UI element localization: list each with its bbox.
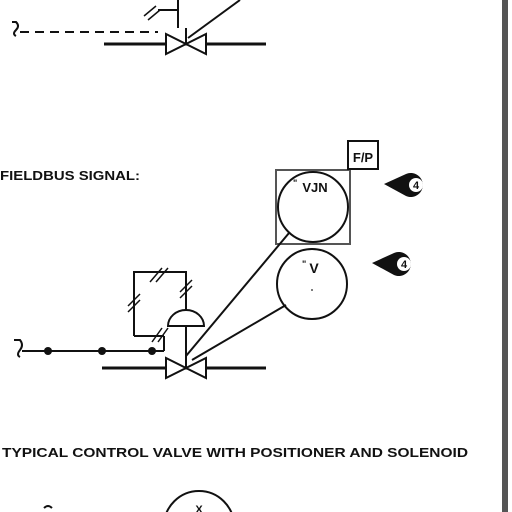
solenoid-instrument: V " [276, 248, 348, 320]
solenoid-note-callout: 4 [372, 252, 411, 276]
lower-signal-squiggle [43, 505, 53, 509]
upper-tick-b [147, 9, 161, 21]
upper-tick-a [143, 5, 157, 17]
positioner-instrument: VJN " [275, 169, 351, 245]
positioner-to-valve-link [185, 232, 290, 357]
upper-valve-body-2 [183, 32, 207, 56]
pneumatic-tick-left-b [127, 299, 141, 313]
positioner-bubble [277, 171, 349, 243]
solenoid-bubble [276, 248, 348, 320]
positioner-tag-quote: " [293, 178, 297, 188]
solenoid-tag-quote: " [302, 259, 306, 269]
lower-partial-assembly: X [43, 490, 233, 512]
valve-body-right [183, 356, 207, 380]
signal-node-3 [148, 347, 156, 355]
positioner-note-number: 4 [413, 180, 420, 192]
valve-assembly [14, 267, 266, 380]
solenoid-tag: V [309, 260, 319, 276]
diaphragm-actuator [166, 309, 206, 327]
fp-converter: F/P [347, 140, 379, 170]
right-frame-border [502, 0, 508, 512]
positioner-note-callout: 4 [384, 172, 423, 197]
pneumatic-tick-top-b [155, 267, 169, 283]
signal-node-1 [44, 347, 52, 355]
valve-body-left [165, 356, 189, 380]
signal-node-2 [98, 347, 106, 355]
upper-diagonal-link [187, 0, 241, 39]
positioner-note-ring [409, 178, 423, 192]
solenoid-note-number: 4 [401, 259, 408, 271]
upper-valve-body [165, 32, 189, 56]
lower-instrument-tag: X [195, 504, 203, 512]
pneumatic-tick-bottom-a [151, 327, 163, 343]
solenoid-to-valve-link [191, 304, 287, 361]
lower-instrument-bubble [165, 490, 233, 512]
pneumatic-tick-right-a [179, 279, 193, 293]
pneumatic-tick-left-a [127, 293, 141, 307]
fp-converter-tag: F/P [353, 150, 374, 165]
positioner-tag: VJN [302, 180, 327, 195]
solenoid-note-ring [397, 257, 411, 271]
pneumatic-tick-bottom-b [157, 327, 169, 343]
pneumatic-tick-top-a [149, 267, 163, 283]
fp-converter-box [347, 140, 379, 170]
fieldbus-heading: FIELDBUS SIGNAL: [0, 168, 140, 183]
pneumatic-tick-right-b [179, 285, 193, 299]
figure-caption: TYPICAL CONTROL VALVE WITH POSITIONER AN… [2, 445, 468, 460]
signal-squiggle [14, 339, 23, 358]
solenoid-center-dot [311, 289, 313, 291]
upper-signal-squiggle [12, 21, 19, 37]
upper-valve-assembly [12, 0, 266, 56]
